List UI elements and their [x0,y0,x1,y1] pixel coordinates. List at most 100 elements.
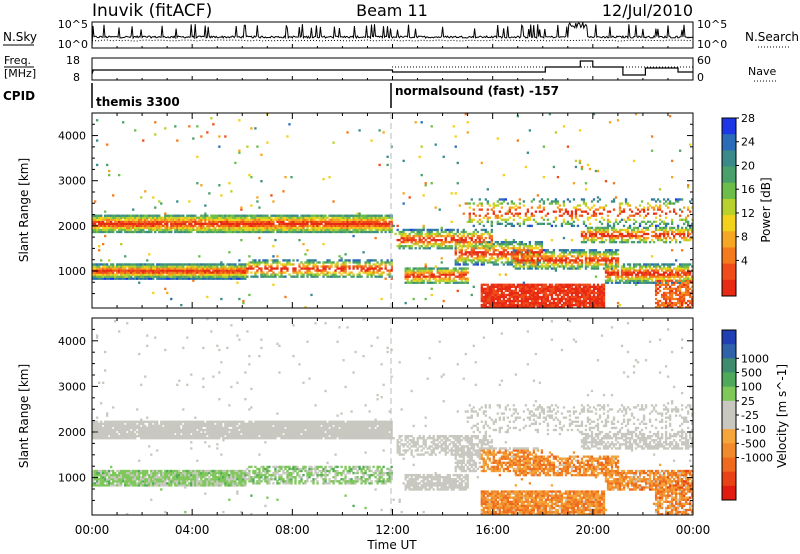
heat-cell [588,257,592,260]
heat-cell [306,216,309,219]
heat-cell [562,249,566,252]
heat-cell [344,228,347,232]
heat-cell [272,259,275,262]
heat-cell [534,240,538,244]
heat-cell [606,232,610,236]
heat-cell [620,240,624,244]
heat-cell [602,228,606,232]
heat-cell [226,216,229,219]
heat-cell [588,259,592,262]
heat-cell [546,297,550,301]
heat-cell [326,271,329,274]
heat-cell [170,297,173,301]
heat-cell [594,297,598,301]
heat-cell [448,279,451,282]
heat-cell [556,265,560,268]
heat-cell [578,159,582,163]
heat-cell [202,222,205,226]
heat-cell [354,222,357,226]
heat-cell [196,226,199,230]
heat-cell [534,251,538,254]
heat-cell [410,230,413,234]
heat-cell [628,234,632,238]
heat-cell [488,297,491,301]
heat-cell [174,222,177,226]
heat-cell [516,295,520,299]
heat-cell [338,226,341,230]
heat-cell [112,230,115,234]
heat-cell [458,232,461,236]
heat-cell [496,303,499,307]
heat-cell [414,232,417,236]
heat-cell [154,273,157,276]
heat-cell [514,240,517,244]
heat-cell [452,236,455,240]
heat-cell [230,269,233,272]
heat-cell [264,216,267,219]
heat-cell [602,226,606,230]
heat-cell [448,275,451,278]
heat-cell [156,214,159,217]
heat-cell [324,267,327,270]
heat-cell [590,261,594,264]
heat-cell [298,218,301,221]
heat-cell [540,265,544,268]
heat-cell [266,273,269,276]
heat-cell [508,263,511,266]
heat-cell [144,273,147,276]
heat-cell [236,267,239,270]
heat-cell [624,238,628,242]
heat-cell [352,220,355,223]
heat-cell [542,293,546,297]
heat-cell [526,301,530,305]
heat-cell [584,285,588,288]
heat-cell [574,257,578,260]
heat-cell [486,208,489,211]
heat-cell [444,234,447,238]
heat-cell [590,289,594,293]
heat-cell [372,218,375,221]
heat-cell [606,263,610,266]
heat-cell [238,259,241,262]
heat-cell [252,214,255,217]
heat-cell [546,293,550,297]
heat-cell [186,263,189,266]
heat-cell [550,200,554,203]
heat-cell [492,303,495,307]
heat-cell [606,230,610,234]
heat-cell [620,210,624,213]
heat-cell [498,245,501,248]
heat-cell [252,228,255,232]
heat-cell [356,224,359,228]
heat-cell [602,285,606,288]
heat-cell [242,269,245,272]
heat-cell [320,220,323,223]
heat-cell [186,273,189,276]
heat-cell [404,234,407,238]
heat-cell [218,271,221,274]
heat-cell [522,247,526,250]
heat-cell [498,202,501,205]
heat-cell [176,271,179,274]
heat-cell [602,218,606,221]
heat-cell [110,218,113,221]
heat-cell [224,265,227,268]
heat-cell [176,224,179,228]
heat-cell [444,275,447,278]
heat-cell [308,220,311,223]
heat-cell [200,228,203,232]
heat-cell [264,218,267,221]
heat-cell [574,291,578,295]
heat-cell [414,234,417,238]
heat-cell [524,301,528,305]
heat-cell [344,222,347,226]
heat-cell [146,222,149,226]
heat-cell [326,216,329,219]
heat-cell [566,145,570,148]
heat-cell [540,301,544,305]
heat-cell [608,263,612,266]
heat-cell [428,232,431,236]
heat-cell [502,287,505,291]
heat-cell [456,243,459,246]
heat-cell [532,301,536,305]
